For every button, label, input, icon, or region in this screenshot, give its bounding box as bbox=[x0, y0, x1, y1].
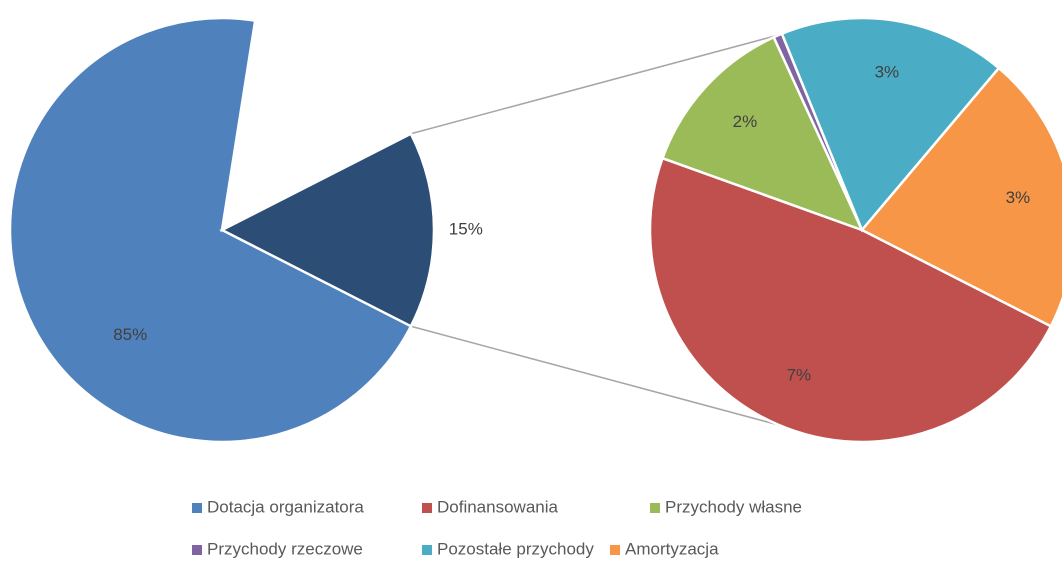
connector-line bbox=[410, 34, 780, 135]
data-label: 85% bbox=[113, 325, 147, 344]
legend-label: Pozostałe przychody bbox=[437, 539, 594, 558]
pie-slice bbox=[219, 132, 436, 328]
data-label: 2% bbox=[733, 112, 758, 131]
legend-label: Dofinansowania bbox=[437, 497, 559, 516]
data-label: 3% bbox=[875, 62, 900, 81]
data-label: 7% bbox=[787, 365, 812, 384]
pie-slice bbox=[648, 156, 1053, 444]
legend-swatch bbox=[650, 503, 660, 513]
legend-label: Dotacja organizatora bbox=[207, 497, 364, 516]
legend-label: Amortyzacja bbox=[625, 539, 719, 558]
pie-slice bbox=[780, 16, 1001, 233]
legend-label: Przychody rzeczowe bbox=[207, 539, 363, 558]
connector-line bbox=[410, 325, 780, 426]
legend-swatch bbox=[192, 503, 202, 513]
data-label: 3% bbox=[1006, 188, 1031, 207]
legend-label: Przychody własne bbox=[665, 497, 802, 516]
pie-slice bbox=[860, 66, 1062, 328]
pie-slice bbox=[660, 35, 865, 233]
legend-swatch bbox=[422, 503, 432, 513]
data-label: 15% bbox=[449, 219, 483, 238]
legend-swatch bbox=[192, 545, 202, 555]
legend-swatch bbox=[610, 545, 620, 555]
legend-swatch bbox=[422, 545, 432, 555]
